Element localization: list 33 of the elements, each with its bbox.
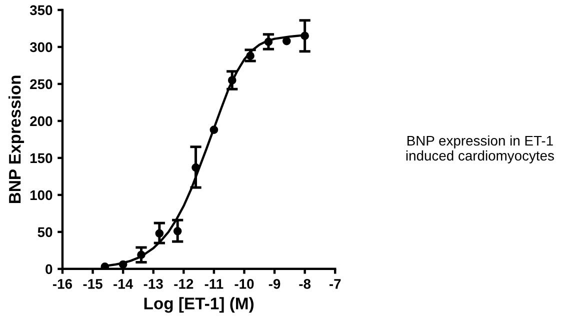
- x-tick-label: -11: [204, 279, 224, 289]
- y-tick-label: 50: [38, 227, 52, 238]
- point: [264, 38, 273, 46]
- point: [137, 250, 146, 260]
- text: BNP expression in ET-1 induced cardiomyocytes: [406, 135, 554, 164]
- y-tick-label: 350: [30, 5, 52, 16]
- x-tick-label: -14: [114, 279, 134, 289]
- point: [173, 227, 182, 236]
- x-tick-label: -7: [329, 279, 341, 289]
- y-tick-label: 300: [30, 42, 52, 52]
- point: [210, 126, 218, 134]
- point: [246, 52, 254, 60]
- y-tick-label: 0: [46, 264, 52, 274]
- x-tick-label: -10: [234, 279, 254, 289]
- point: [155, 229, 164, 238]
- point: [118, 260, 128, 269]
- x-tick-label: -9: [268, 279, 280, 289]
- x-axis-title: Log [ET-1] (M): [144, 297, 254, 313]
- x-tick-label: -16: [52, 279, 72, 289]
- x-tick-label: -12: [174, 279, 194, 289]
- point: [300, 32, 309, 40]
- y-tick-label: 100: [30, 190, 52, 200]
- y-tick-label: 250: [30, 79, 52, 90]
- y-axis-title: BNP Expression: [8, 76, 24, 204]
- point: [228, 76, 236, 84]
- x-tick-label: -8: [299, 279, 311, 289]
- x-tick-label: -13: [144, 279, 163, 289]
- y-tick-label: 150: [30, 153, 52, 164]
- x-tick-label: -15: [83, 279, 102, 289]
- y-tick-label: 200: [30, 116, 52, 126]
- point: [100, 262, 110, 269]
- point: [192, 163, 200, 172]
- point: [282, 36, 291, 46]
